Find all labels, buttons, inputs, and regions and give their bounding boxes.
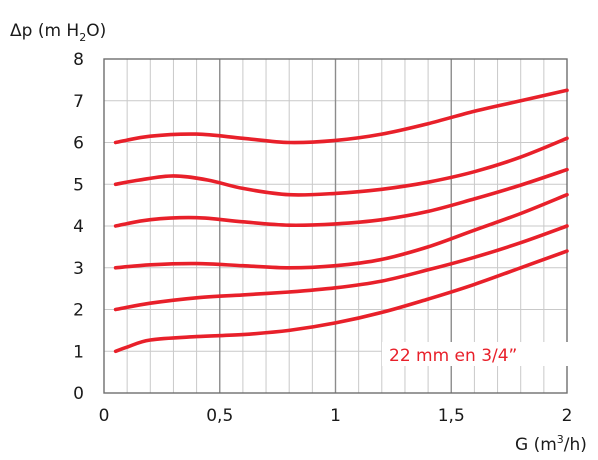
x-tick-label: 0,5 [206, 406, 233, 426]
series-line-2 [113, 136, 569, 197]
x-tick-label: 1 [330, 406, 341, 426]
x-tick-label: 2 [562, 406, 573, 426]
y-axis-label-sub: 2 [79, 31, 86, 44]
x-tick-labels: 0 0,5 1 1,5 2 [99, 406, 573, 426]
x-axis-label-pre: G (m [515, 435, 557, 455]
series-group [113, 88, 569, 354]
y-tick-label: 2 [73, 301, 84, 321]
y-tick-label: 6 [73, 134, 84, 154]
y-tick-label: 1 [73, 342, 84, 362]
x-axis-label: G (m3/h) [515, 433, 587, 455]
series-line-4 [113, 192, 569, 270]
series-line-5 [113, 224, 569, 312]
annotation-background [382, 342, 570, 366]
series-line-6 [113, 249, 569, 354]
x-axis-label-post: /h) [564, 435, 587, 455]
y-tick-label: 8 [73, 50, 84, 70]
series-line-3 [113, 167, 569, 228]
series-line-1 [113, 88, 569, 145]
y-tick-label: 5 [73, 175, 84, 195]
y-tick-label: 0 [73, 384, 84, 404]
x-tick-label: 0 [99, 406, 110, 426]
y-tick-label: 3 [73, 259, 84, 279]
x-tick-label: 1,5 [438, 406, 465, 426]
y-tick-labels: 0 1 2 3 4 5 6 7 8 [73, 50, 84, 404]
y-axis-label-post: O) [86, 21, 106, 41]
y-axis-label-pre: Δp (m H [10, 21, 79, 41]
x-axis-label-sup: 3 [557, 433, 564, 446]
y-tick-label: 4 [73, 217, 84, 237]
y-tick-label: 7 [73, 92, 84, 112]
annotation-label: 22 mm en 3/4” [389, 346, 517, 366]
y-axis-label: Δp (m H2O) [10, 21, 106, 44]
